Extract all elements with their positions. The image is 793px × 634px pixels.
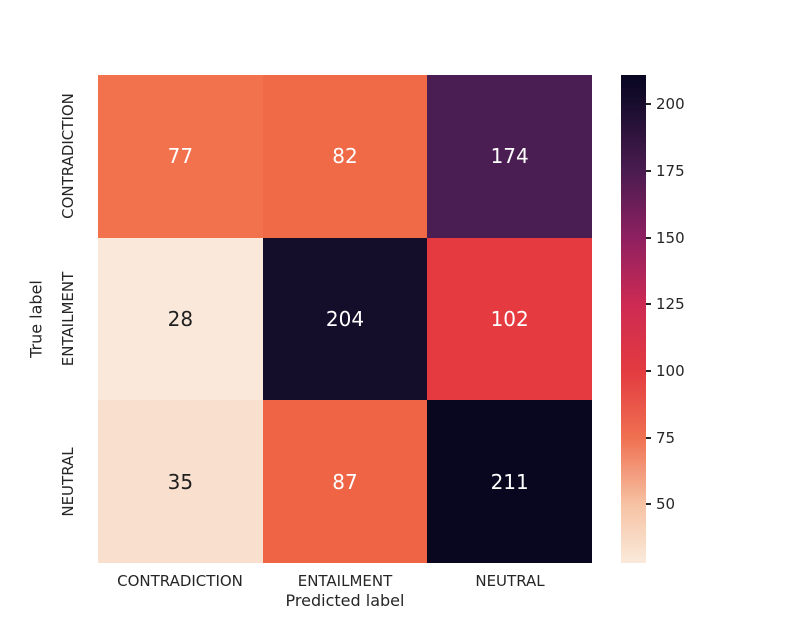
heatmap-cell-neutral-neutral: 211 (427, 400, 592, 563)
colorbar-tick-label: 200 (656, 95, 685, 114)
y-tick-entailment: ENTAILMENT (59, 271, 77, 367)
colorbar-tick-mark (646, 436, 651, 439)
colorbar-tick-mark (646, 103, 651, 106)
colorbar-ticks: 200 175 150 125 100 75 50 (646, 75, 726, 563)
heatmap-cell-entailment-entailment: 204 (262, 237, 428, 401)
heatmap-cell-contradiction-entailment: 82 (262, 75, 428, 238)
heatmap-cell-entailment-neutral: 102 (427, 237, 592, 401)
heatmap-cell-neutral-entailment: 87 (262, 400, 428, 563)
colorbar-tick-label: 50 (656, 495, 676, 514)
heatmap: 77 82 174 28 204 102 35 87 211 (98, 75, 592, 563)
x-axis-label: Predicted label (285, 591, 405, 610)
colorbar-tick-mark (646, 170, 651, 172)
x-tick-contradiction: CONTRADICTION (117, 572, 243, 590)
heatmap-cell-contradiction-contradiction: 77 (98, 75, 263, 238)
heatmap-cell-contradiction-neutral: 174 (427, 75, 592, 238)
colorbar-tick-label: 125 (656, 295, 685, 314)
heatmap-cell-neutral-contradiction: 35 (98, 400, 263, 563)
heatmap-cell-entailment-contradiction: 28 (98, 237, 263, 401)
colorbar-tick-mark (646, 503, 651, 506)
colorbar-tick-label: 100 (656, 362, 685, 380)
colorbar-tick-label: 150 (656, 228, 685, 247)
colorbar-tick-mark (646, 370, 651, 372)
y-tick-neutral: NEUTRAL (59, 447, 77, 517)
y-axis-label: True label (26, 280, 46, 358)
colorbar (621, 75, 646, 563)
colorbar-tick-label: 175 (656, 162, 685, 180)
colorbar-tick-mark (646, 303, 651, 306)
colorbar-tick-mark (646, 236, 651, 239)
x-tick-neutral: NEUTRAL (475, 572, 545, 590)
y-tick-contradiction: CONTRADICTION (59, 93, 77, 219)
x-tick-entailment: ENTAILMENT (297, 572, 393, 590)
colorbar-tick-label: 75 (656, 428, 676, 447)
